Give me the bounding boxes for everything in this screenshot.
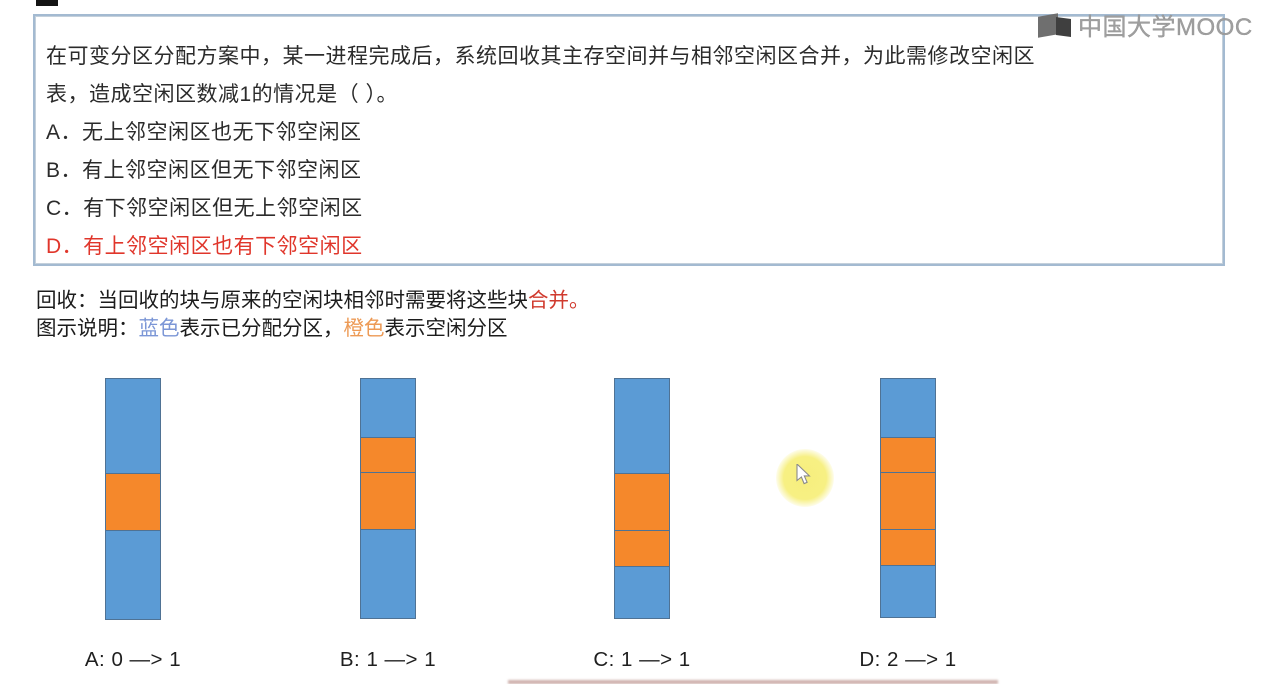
- free-segment: [360, 472, 416, 530]
- column-label-d: D: 2 —> 1: [859, 648, 957, 671]
- column-label-c: C: 1 —> 1: [593, 648, 691, 671]
- legend-prefix: 图示说明：: [36, 318, 139, 340]
- recycle-note-text: 回收：当回收的块与原来的空闲块相邻时需要将这些块: [36, 290, 528, 312]
- legend-blue-word: 蓝色: [138, 318, 180, 340]
- cutoff-text-artifact: [508, 680, 998, 684]
- partition-column-d: [880, 378, 936, 618]
- recycle-note-line: 回收：当回收的块与原来的空闲块相邻时需要将这些块合并。: [36, 287, 590, 315]
- legend-orange-word: 橙色: [343, 318, 385, 340]
- free-segment: [880, 472, 936, 530]
- partition-column-b: [360, 378, 416, 619]
- allocated-segment: [880, 378, 936, 438]
- partition-column-c: [614, 378, 670, 619]
- option-a: A．无上邻空闲区也无下邻空闲区: [46, 121, 362, 144]
- allocated-segment: [614, 378, 670, 474]
- video-edge-artifact: [36, 0, 58, 6]
- allocated-segment: [360, 529, 416, 619]
- question-box: 在可变分区分配方案中，某一进程完成后，系统回收其主存空间并与相邻空闲区合并，为此…: [33, 14, 1225, 266]
- free-segment: [880, 529, 936, 566]
- option-d-answer: D．有上邻空闲区也有下邻空闲区: [46, 235, 363, 258]
- mouse-cursor-icon: [796, 464, 811, 485]
- allocated-segment: [105, 530, 161, 620]
- option-c: C．有下邻空闲区但无上邻空闲区: [46, 197, 363, 220]
- legend-note-line: 图示说明：蓝色表示已分配分区，橙色表示空闲分区: [36, 315, 590, 343]
- free-segment: [360, 437, 416, 473]
- open-book-logo-icon: [1036, 9, 1078, 41]
- question-text-line1: 在可变分区分配方案中，某一进程完成后，系统回收其主存空间并与相邻空闲区合并，为此…: [46, 45, 1035, 68]
- free-segment: [105, 473, 161, 531]
- option-b: B．有上邻空闲区但无下邻空闲区: [46, 159, 362, 182]
- question-text-line2: 表，造成空闲区数减1的情况是（ ）。: [46, 83, 399, 106]
- partition-diagram: [0, 378, 1262, 622]
- column-label-b: B: 1 —> 1: [339, 648, 437, 671]
- free-segment: [614, 530, 670, 567]
- allocated-segment: [360, 378, 416, 438]
- allocated-segment: [105, 378, 161, 474]
- free-segment: [880, 437, 936, 473]
- recycle-merge-highlight: 合并。: [528, 290, 590, 312]
- allocated-segment: [614, 566, 670, 619]
- notes-block: 回收：当回收的块与原来的空闲块相邻时需要将这些块合并。 图示说明：蓝色表示已分配…: [36, 287, 590, 343]
- column-label-a: A: 0 —> 1: [84, 648, 182, 671]
- allocated-segment: [880, 565, 936, 618]
- mooc-watermark: 中国大学MOOC: [1036, 7, 1253, 42]
- legend-orange-suffix: 表示空闲分区: [384, 318, 508, 340]
- free-segment: [614, 473, 670, 531]
- mooc-watermark-label: 中国大学MOOC: [1078, 14, 1253, 41]
- partition-column-a: [105, 378, 161, 620]
- legend-blue-suffix: 表示已分配分区，: [179, 318, 344, 340]
